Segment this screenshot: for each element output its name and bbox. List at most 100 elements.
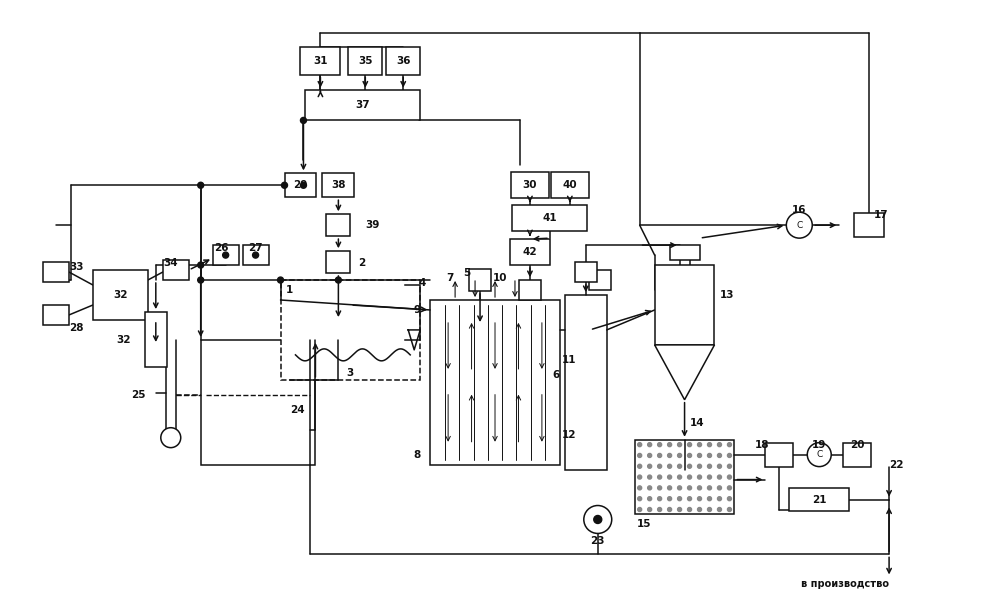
Circle shape [717, 443, 721, 447]
Circle shape [697, 453, 701, 457]
Bar [470, 269, 492, 291]
Bar [327, 251, 351, 273]
Circle shape [336, 277, 342, 283]
Polygon shape [654, 345, 714, 400]
Circle shape [647, 507, 651, 511]
Circle shape [301, 118, 307, 124]
Text: в производство: в производство [801, 579, 889, 589]
Circle shape [717, 497, 721, 501]
Circle shape [667, 497, 671, 501]
Text: 32: 32 [116, 335, 131, 345]
Circle shape [223, 252, 229, 258]
Circle shape [677, 443, 681, 447]
Bar [564, 295, 606, 470]
Circle shape [727, 507, 731, 511]
Bar [281, 280, 421, 380]
Circle shape [647, 475, 651, 479]
Circle shape [198, 182, 204, 188]
Circle shape [707, 497, 711, 501]
Circle shape [667, 465, 671, 468]
Circle shape [697, 443, 701, 447]
Circle shape [647, 443, 651, 447]
Circle shape [687, 507, 691, 511]
Bar [349, 46, 383, 74]
Bar [512, 205, 587, 231]
Text: 5: 5 [463, 268, 471, 278]
Circle shape [593, 516, 601, 523]
Circle shape [707, 453, 711, 457]
Circle shape [707, 465, 711, 468]
Circle shape [657, 443, 661, 447]
Circle shape [687, 453, 691, 457]
Circle shape [697, 465, 701, 468]
Bar [43, 305, 69, 325]
Bar [789, 488, 849, 511]
Text: 34: 34 [164, 258, 179, 268]
Circle shape [637, 443, 641, 447]
Bar [669, 245, 699, 260]
Circle shape [697, 486, 701, 490]
Circle shape [637, 475, 641, 479]
Bar [327, 214, 351, 236]
Circle shape [657, 486, 661, 490]
Text: 28: 28 [69, 323, 84, 333]
Text: 35: 35 [358, 56, 373, 65]
Text: 4: 4 [419, 278, 426, 288]
Circle shape [657, 475, 661, 479]
Circle shape [727, 475, 731, 479]
Text: 25: 25 [131, 390, 146, 400]
Text: 42: 42 [522, 247, 537, 257]
Circle shape [697, 475, 701, 479]
Bar [765, 443, 793, 467]
Bar [43, 262, 69, 282]
Text: 12: 12 [561, 429, 576, 440]
Text: 20: 20 [850, 440, 864, 450]
Text: 13: 13 [719, 290, 734, 300]
Text: 37: 37 [355, 100, 370, 110]
Circle shape [637, 453, 641, 457]
Circle shape [687, 443, 691, 447]
Text: 3: 3 [347, 368, 354, 378]
Circle shape [687, 486, 691, 490]
Circle shape [697, 497, 701, 501]
Circle shape [667, 475, 671, 479]
Circle shape [707, 475, 711, 479]
Bar [213, 245, 239, 265]
Circle shape [282, 182, 288, 188]
Text: 26: 26 [214, 243, 228, 253]
Bar [145, 312, 167, 367]
Text: 41: 41 [542, 213, 557, 223]
Text: 9: 9 [413, 305, 421, 315]
Text: C: C [816, 450, 822, 459]
Bar [323, 173, 355, 197]
Text: 21: 21 [812, 495, 826, 504]
Circle shape [786, 212, 812, 238]
Text: 6: 6 [552, 370, 559, 380]
Bar [574, 262, 596, 282]
Circle shape [677, 453, 681, 457]
Bar [94, 270, 148, 320]
Text: 17: 17 [874, 210, 889, 220]
Bar [518, 280, 540, 300]
Text: 1: 1 [286, 285, 293, 295]
Circle shape [807, 443, 831, 467]
Bar [634, 440, 734, 514]
Circle shape [707, 443, 711, 447]
Bar [431, 300, 559, 465]
Circle shape [687, 497, 691, 501]
Circle shape [687, 475, 691, 479]
Text: 32: 32 [114, 290, 128, 300]
Bar [285, 173, 317, 197]
Text: 23: 23 [590, 536, 605, 546]
Text: 18: 18 [755, 440, 769, 450]
Circle shape [707, 507, 711, 511]
Circle shape [717, 465, 721, 468]
Circle shape [637, 486, 641, 490]
Circle shape [647, 497, 651, 501]
Circle shape [727, 497, 731, 501]
Circle shape [717, 453, 721, 457]
Text: 40: 40 [562, 180, 577, 190]
Circle shape [677, 507, 681, 511]
Text: 36: 36 [396, 56, 411, 65]
Circle shape [667, 486, 671, 490]
